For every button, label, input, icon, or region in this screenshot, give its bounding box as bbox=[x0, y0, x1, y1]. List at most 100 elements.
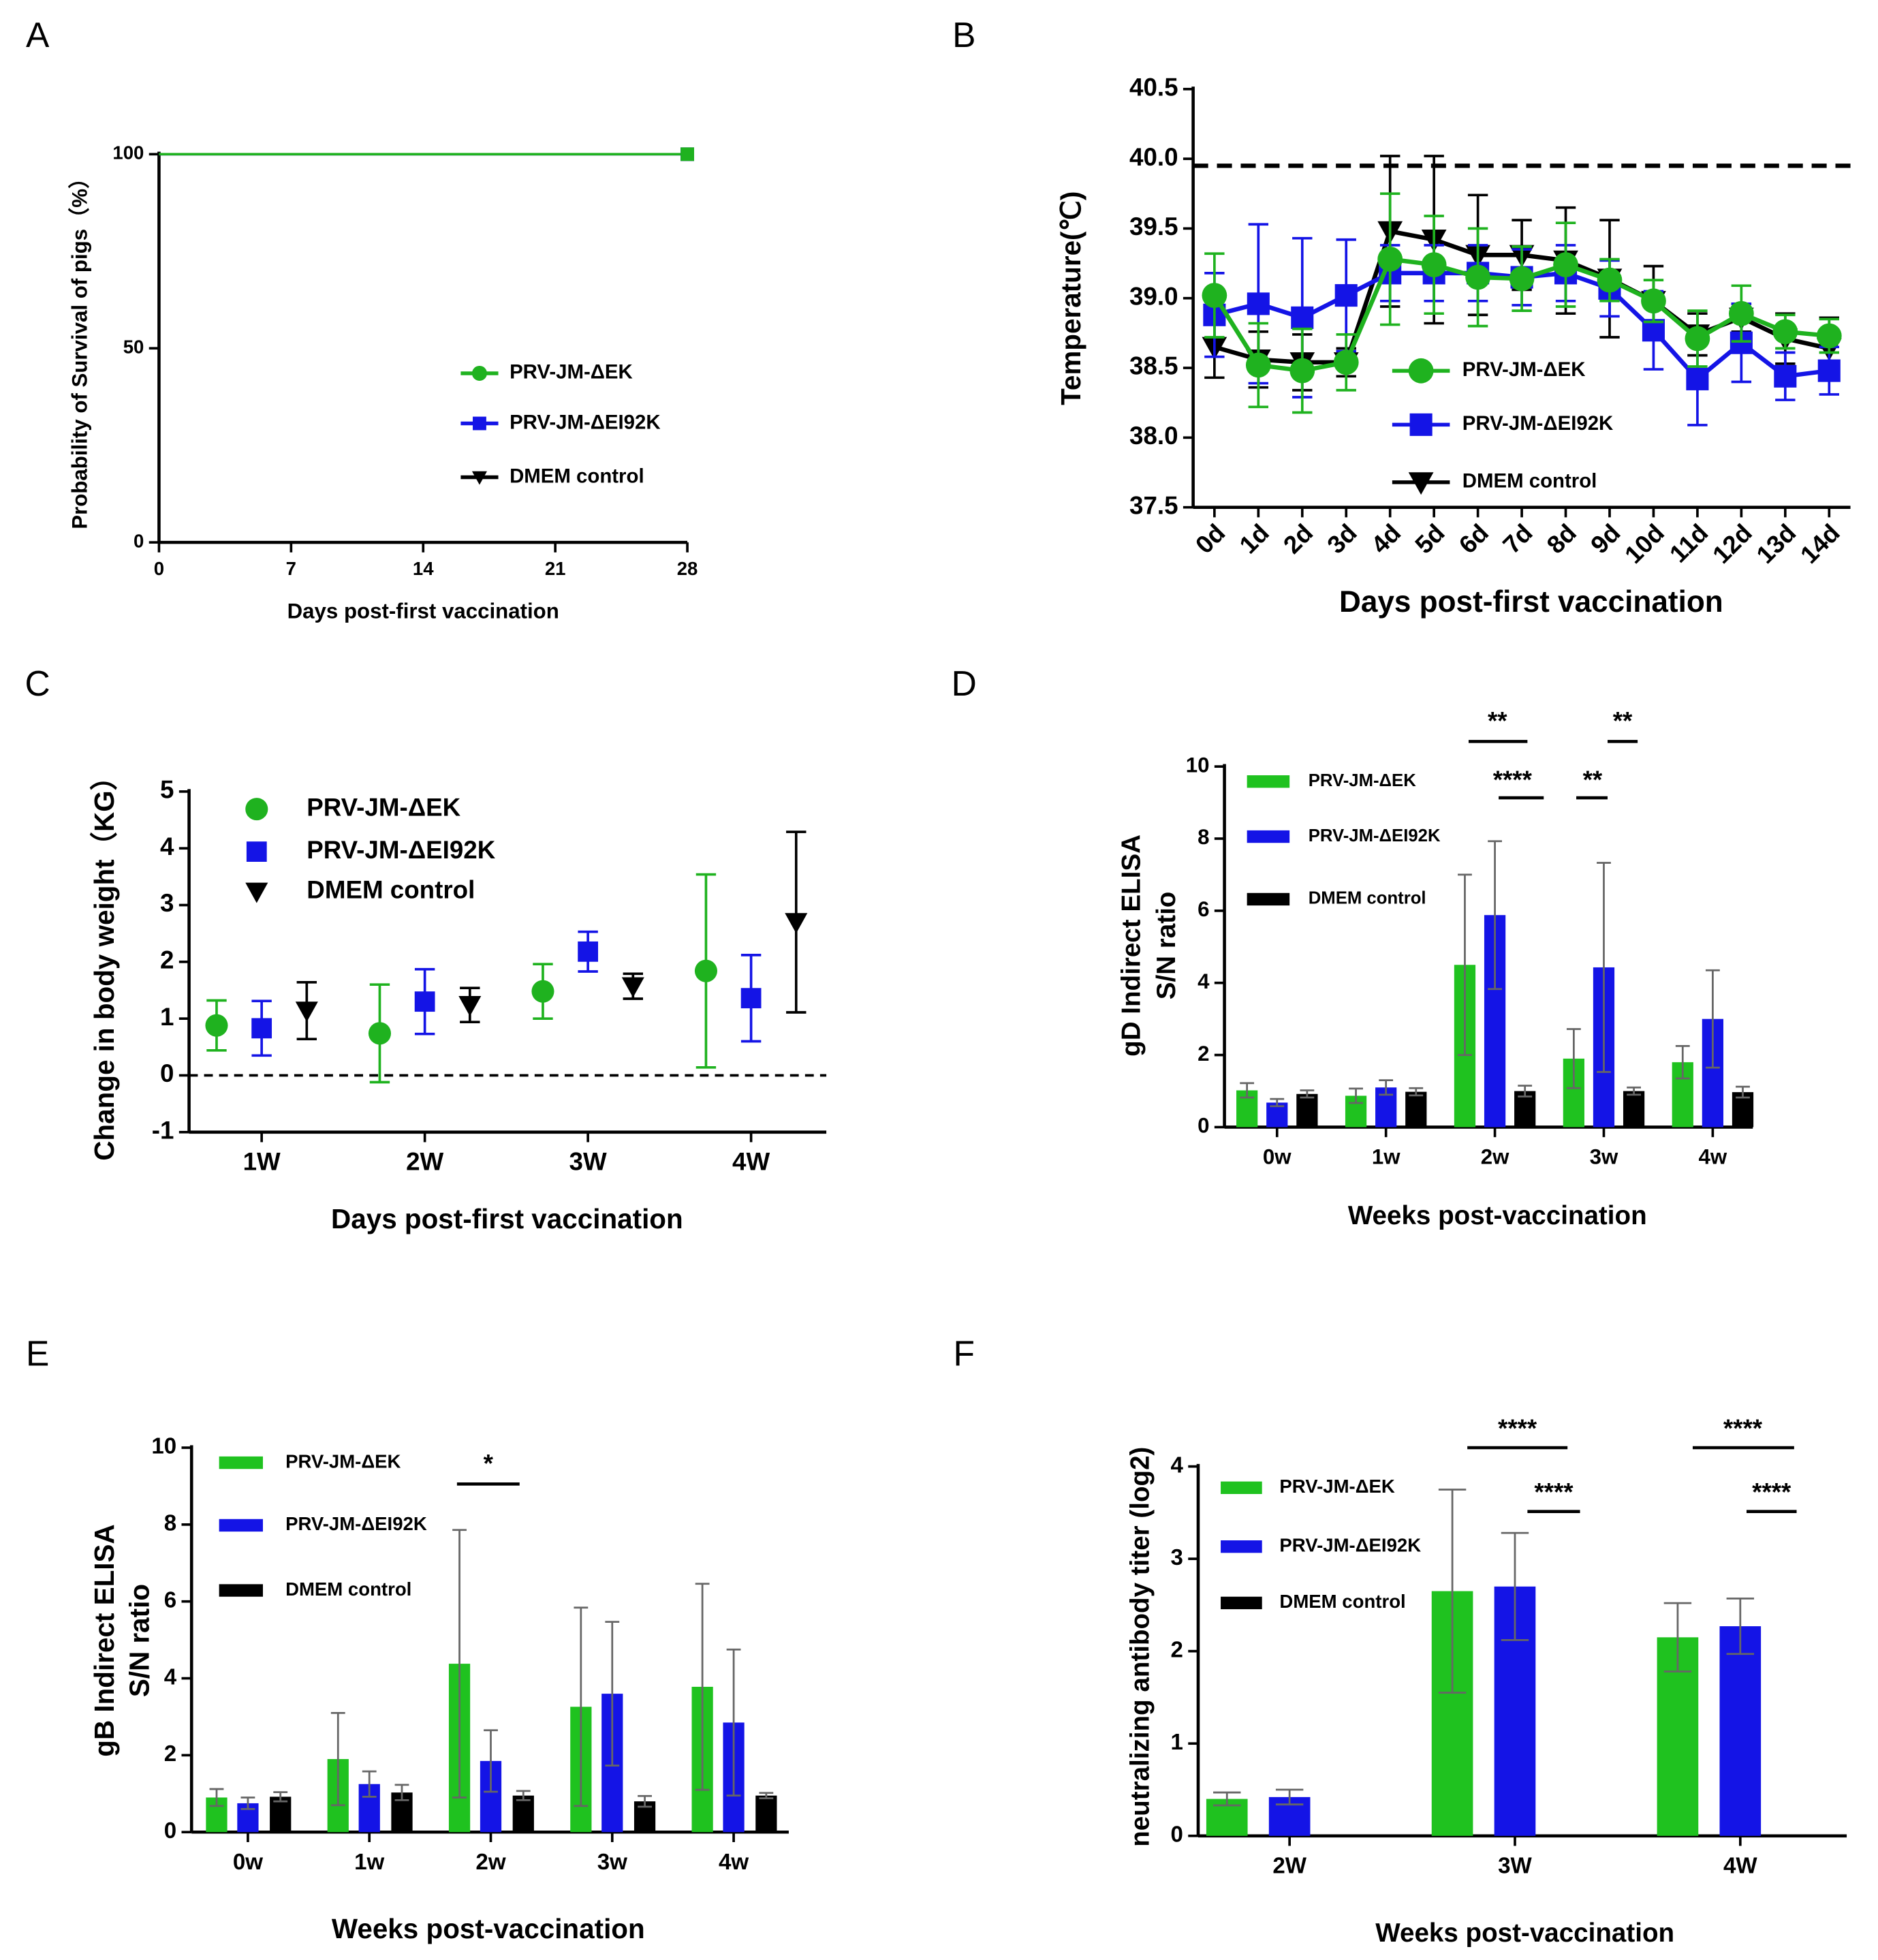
x-axis-label: Weeks post-vaccination bbox=[332, 1913, 645, 1944]
legend-label: DMEM control bbox=[510, 465, 644, 487]
x-tick-label: 2W bbox=[1272, 1853, 1306, 1878]
legend-swatch bbox=[1247, 892, 1290, 906]
y-tick-label: 38.0 bbox=[1129, 422, 1178, 450]
x-axis-label: Days post-first vaccination bbox=[331, 1203, 683, 1234]
error-bar bbox=[638, 1794, 652, 1808]
error-bar bbox=[1409, 1087, 1424, 1097]
legend-label: PRV-JM-ΔEK bbox=[307, 793, 460, 821]
legend-marker bbox=[245, 882, 268, 903]
legend-label: DMEM control bbox=[1462, 470, 1597, 493]
legend-swatch bbox=[1247, 830, 1290, 843]
panel-label: A bbox=[26, 15, 50, 55]
x-tick-label: 4W bbox=[1723, 1853, 1757, 1878]
marker bbox=[1817, 359, 1841, 382]
error-bar bbox=[605, 1621, 620, 1767]
x-tick-label: 10d bbox=[1619, 518, 1670, 569]
marker bbox=[1465, 264, 1490, 290]
significance-label: ** bbox=[1488, 706, 1507, 734]
marker bbox=[680, 147, 694, 161]
significance-label: **** bbox=[1493, 766, 1533, 794]
marker bbox=[205, 1014, 228, 1037]
error-bar bbox=[209, 1788, 224, 1807]
x-tick-label: 9d bbox=[1585, 518, 1625, 559]
y-axis-label: Change in body weight（KG） bbox=[89, 763, 120, 1161]
error-bar bbox=[1501, 1531, 1529, 1641]
legend-label: PRV-JM-ΔEI92K bbox=[285, 1513, 427, 1534]
x-tick-label: 12d bbox=[1707, 518, 1757, 569]
error-bar bbox=[516, 1790, 531, 1801]
y-tick-label: 4 bbox=[1171, 1452, 1184, 1478]
y-tick-label: 38.5 bbox=[1129, 352, 1178, 380]
marker bbox=[1728, 300, 1754, 326]
x-tick-label: 11d bbox=[1664, 518, 1713, 567]
legend-marker bbox=[1408, 472, 1434, 495]
y-axis-label: neutralizing antibody titer (log2) bbox=[1125, 1447, 1155, 1847]
legend-label: PRV-JM-ΔEI92K bbox=[307, 836, 495, 864]
x-tick-label: 7d bbox=[1497, 518, 1537, 559]
marker bbox=[1377, 247, 1403, 272]
x-tick-label: 5d bbox=[1409, 518, 1450, 559]
y-tick-label: 6 bbox=[164, 1587, 176, 1613]
marker bbox=[251, 1018, 272, 1039]
marker bbox=[785, 913, 808, 934]
marker bbox=[1421, 252, 1447, 277]
marker bbox=[1291, 306, 1314, 329]
bar bbox=[1719, 1626, 1762, 1836]
x-tick-label: 13d bbox=[1751, 518, 1802, 569]
y-tick-label: 0 bbox=[134, 530, 144, 551]
x-axis-label: Weeks post-vaccination bbox=[1348, 1201, 1647, 1230]
legend-marker bbox=[1408, 358, 1434, 384]
panel-label: C bbox=[25, 664, 50, 703]
marker bbox=[1772, 319, 1798, 345]
marker bbox=[1685, 326, 1710, 352]
marker bbox=[1289, 358, 1315, 384]
marker bbox=[531, 980, 554, 1003]
error-bar bbox=[1349, 1087, 1363, 1104]
marker bbox=[694, 959, 717, 982]
marker bbox=[1641, 288, 1666, 314]
y-axis-label: Probability of Survival of pigs（%） bbox=[68, 168, 92, 529]
y-tick-label: 0 bbox=[1198, 1114, 1209, 1138]
legend-label: PRV-JM-ΔEK bbox=[1462, 358, 1586, 381]
error-bar bbox=[1627, 1086, 1642, 1096]
error-bar bbox=[1300, 1089, 1315, 1099]
significance-label: **** bbox=[1723, 1414, 1763, 1442]
error-bar bbox=[1213, 1791, 1241, 1807]
legend-label: PRV-JM-ΔEI92K bbox=[1462, 412, 1614, 435]
legend-swatch bbox=[219, 1519, 263, 1532]
legend-label: DMEM control bbox=[1309, 889, 1426, 908]
y-tick-label: 39.5 bbox=[1129, 213, 1178, 240]
x-tick-label: 4d bbox=[1366, 518, 1406, 559]
marker bbox=[1553, 252, 1578, 277]
error-bar bbox=[452, 1529, 467, 1799]
marker bbox=[414, 991, 435, 1012]
y-tick-label: 1 bbox=[160, 1003, 174, 1031]
y-tick-label: 5 bbox=[160, 776, 174, 804]
y-tick-label: 0 bbox=[1171, 1822, 1183, 1848]
x-tick-label: 4w bbox=[1699, 1145, 1727, 1169]
legend-swatch bbox=[1221, 1596, 1262, 1610]
legend-marker bbox=[473, 416, 486, 431]
error-bar bbox=[1675, 1044, 1690, 1080]
x-tick-label: 4w bbox=[719, 1850, 749, 1875]
significance-label: **** bbox=[1752, 1478, 1791, 1506]
y-tick-label: 8 bbox=[164, 1511, 176, 1536]
x-tick-label: 0 bbox=[154, 558, 164, 579]
error-bar bbox=[1275, 1788, 1304, 1806]
y-tick-label: 37.5 bbox=[1129, 491, 1178, 519]
error-bar bbox=[1438, 1489, 1467, 1694]
error-bar bbox=[484, 1729, 498, 1793]
error-bar bbox=[330, 1711, 345, 1807]
bar bbox=[755, 1795, 777, 1833]
x-tick-label: 14 bbox=[413, 558, 434, 579]
y-tick-label: 10 bbox=[151, 1434, 176, 1459]
x-tick-label: 7 bbox=[286, 558, 296, 579]
y-tick-label: 4 bbox=[1198, 969, 1210, 993]
y-tick-label: 8 bbox=[1198, 825, 1209, 849]
y-tick-label: 39.0 bbox=[1129, 282, 1178, 310]
x-tick-label: 8d bbox=[1541, 518, 1582, 559]
bar bbox=[1623, 1091, 1645, 1127]
y-tick-label: 4 bbox=[164, 1664, 177, 1690]
x-tick-label: 1d bbox=[1234, 518, 1274, 559]
